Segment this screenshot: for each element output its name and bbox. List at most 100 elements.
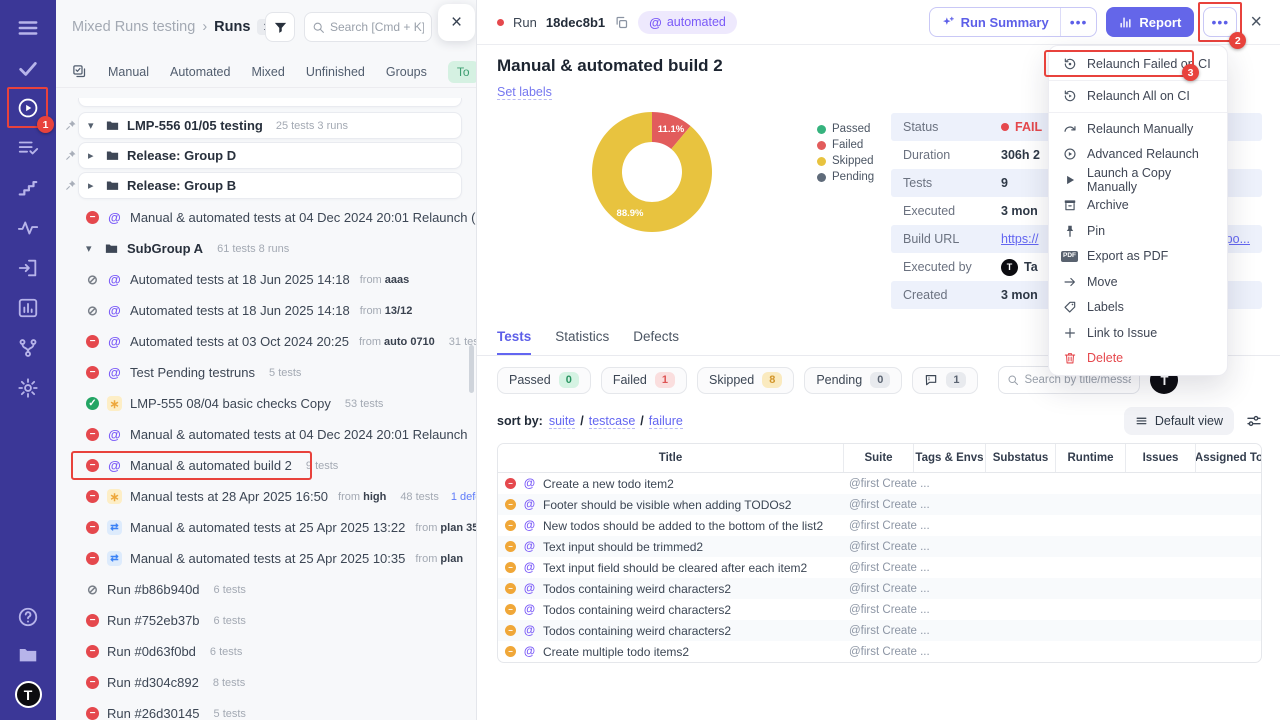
- run-group-card[interactable]: ▸Release: Group B: [78, 172, 462, 199]
- run-row[interactable]: −⇄Manual & automated tests at 25 Apr 202…: [72, 512, 476, 543]
- run-row[interactable]: ⊘Run #b86b940d6 tests: [72, 574, 476, 605]
- sidebar-item-milestones[interactable]: [16, 176, 40, 200]
- run-row[interactable]: −@Manual & automated build 29 tests: [72, 450, 476, 481]
- menu-item-relaunch-failed-on-ci[interactable]: Relaunch Failed on CI3: [1049, 51, 1227, 77]
- run-row[interactable]: −⇄Manual & automated tests at 25 Apr 202…: [72, 543, 476, 574]
- user-avatar[interactable]: T: [15, 681, 42, 708]
- table-row[interactable]: −@Create a new todo item2@first Create .…: [498, 473, 1261, 494]
- menu-toggle[interactable]: [16, 16, 40, 40]
- sidebar-item-branches[interactable]: [16, 336, 40, 360]
- table-header-cell[interactable]: Runtime: [1056, 444, 1126, 472]
- close-detail-button[interactable]: ×: [1246, 11, 1266, 34]
- legend-item-failed[interactable]: Failed: [817, 137, 891, 153]
- sort-by-testcase-link[interactable]: testcase: [589, 414, 636, 429]
- run-row[interactable]: −Run #26d301455 tests: [72, 698, 476, 720]
- table-row[interactable]: −@Todos containing weird characters2@fir…: [498, 620, 1261, 641]
- panel-close-button[interactable]: ×: [438, 4, 475, 41]
- menu-item-pin[interactable]: Pin: [1049, 218, 1227, 244]
- comments-filter-chip[interactable]: 1: [912, 367, 978, 394]
- run-row[interactable]: −Run #d304c8928 tests: [72, 667, 476, 698]
- sliders-icon[interactable]: [1246, 413, 1262, 429]
- runs-tab-mixed[interactable]: Mixed: [251, 65, 284, 79]
- report-button[interactable]: Report: [1106, 7, 1194, 37]
- sidebar-item-tests[interactable]: [16, 56, 40, 80]
- chevron-right-icon[interactable]: ▸: [88, 179, 98, 192]
- build-url-link[interactable]: https://: [1001, 232, 1039, 246]
- menu-item-relaunch-all-on-ci[interactable]: Relaunch All on CI: [1049, 84, 1227, 110]
- run-row[interactable]: −Run #752eb37b6 tests: [72, 605, 476, 636]
- run-row[interactable]: −@Manual & automated tests at 04 Dec 202…: [72, 419, 476, 450]
- table-header-cell[interactable]: Issues: [1126, 444, 1196, 472]
- run-row[interactable]: −@Automated tests at 03 Oct 2024 20:25fr…: [72, 326, 476, 357]
- run-group-card[interactable]: ▾LMP-556 01/05 testing25 tests 3 runs: [78, 112, 462, 139]
- menu-item-labels[interactable]: Labels: [1049, 295, 1227, 321]
- table-row[interactable]: −@Create multiple todo items2@first Crea…: [498, 641, 1261, 662]
- table-row[interactable]: −@Todos containing weird characters2@fir…: [498, 578, 1261, 599]
- run-defects-link[interactable]: 1 defects: [451, 491, 477, 503]
- chevron-down-icon[interactable]: ▾: [88, 119, 98, 132]
- menu-item-delete[interactable]: Delete: [1049, 346, 1227, 372]
- run-summary-button[interactable]: Run Summary: [930, 8, 1060, 36]
- sort-by-suite-link[interactable]: suite: [549, 414, 575, 429]
- menu-item-move[interactable]: Move: [1049, 269, 1227, 295]
- filter-chip-skipped[interactable]: Skipped8: [697, 367, 794, 394]
- run-summary-more-button[interactable]: •••: [1060, 8, 1097, 36]
- help-button[interactable]: [16, 605, 40, 629]
- runs-tab-chip[interactable]: To: [448, 61, 476, 83]
- build-url-link-end[interactable]: po...: [1226, 232, 1250, 246]
- runs-tab-groups[interactable]: Groups: [386, 65, 427, 79]
- tab-tests[interactable]: Tests: [497, 329, 531, 355]
- runs-tab-automated[interactable]: Automated: [170, 65, 230, 79]
- table-row[interactable]: −@Footer should be visible when adding T…: [498, 494, 1261, 515]
- table-header-cell[interactable]: Substatus: [986, 444, 1056, 472]
- default-view-button[interactable]: Default view: [1124, 407, 1234, 435]
- menu-item-relaunch-manually[interactable]: Relaunch Manually: [1049, 116, 1227, 142]
- legend-item-passed[interactable]: Passed: [817, 121, 891, 137]
- run-row[interactable]: −Run #0d63f0bd6 tests: [72, 636, 476, 667]
- menu-item-archive[interactable]: Archive: [1049, 193, 1227, 219]
- filter-chip-pending[interactable]: Pending0: [804, 367, 902, 394]
- automated-type-chip[interactable]: @ automated: [638, 11, 737, 34]
- breadcrumb-project[interactable]: Mixed Runs testing: [72, 19, 195, 35]
- tab-defects[interactable]: Defects: [633, 329, 679, 355]
- run-row[interactable]: −@Test Pending testruns5 tests: [72, 357, 476, 388]
- run-row[interactable]: ⊘@Automated tests at 18 Jun 2025 14:18fr…: [72, 295, 476, 326]
- table-header-cell[interactable]: Assigned To: [1196, 444, 1262, 472]
- scrollbar-thumb[interactable]: [469, 345, 474, 393]
- sidebar-item-import[interactable]: [16, 256, 40, 280]
- menu-item-launch-a-copy-manually[interactable]: Launch a Copy Manually: [1049, 167, 1227, 193]
- menu-item-link-to-issue[interactable]: Link to Issue: [1049, 320, 1227, 346]
- run-row[interactable]: ⊘@Automated tests at 18 Jun 2025 14:18fr…: [72, 264, 476, 295]
- table-header-cell[interactable]: Suite: [844, 444, 914, 472]
- menu-item-export-as-pdf[interactable]: PDFExport as PDF: [1049, 244, 1227, 270]
- legend-item-skipped[interactable]: Skipped: [817, 153, 891, 169]
- copy-run-id-button[interactable]: [614, 15, 629, 30]
- filter-button[interactable]: [265, 12, 295, 42]
- table-row[interactable]: −@New todos should be added to the botto…: [498, 515, 1261, 536]
- table-row[interactable]: −@Text input field should be cleared aft…: [498, 557, 1261, 578]
- filter-chip-failed[interactable]: Failed1: [601, 367, 687, 394]
- table-header-cell[interactable]: Tags & Envs: [914, 444, 986, 472]
- run-row[interactable]: −∗Manual tests at 28 Apr 2025 16:50from …: [72, 481, 476, 512]
- run-group-card[interactable]: ▸Release: Group D: [78, 142, 462, 169]
- table-header-cell[interactable]: Title: [498, 444, 844, 472]
- projects-button[interactable]: [16, 643, 40, 667]
- table-row[interactable]: −@Text input should be trimmed2@first Cr…: [498, 536, 1261, 557]
- menu-item-advanced-relaunch[interactable]: Advanced Relaunch: [1049, 142, 1227, 168]
- select-all-icon[interactable]: [72, 64, 87, 79]
- table-row[interactable]: −@Todos containing weird characters2@fir…: [498, 599, 1261, 620]
- filter-chip-passed[interactable]: Passed0: [497, 367, 591, 394]
- sort-by-failure-link[interactable]: failure: [649, 414, 683, 429]
- sidebar-item-test-plans[interactable]: [16, 136, 40, 160]
- chevron-down-icon[interactable]: ▾: [86, 242, 96, 255]
- sidebar-item-analytics[interactable]: [16, 296, 40, 320]
- set-labels-link[interactable]: Set labels: [497, 85, 552, 100]
- chevron-right-icon[interactable]: ▸: [88, 149, 98, 162]
- runs-tab-manual[interactable]: Manual: [108, 65, 149, 79]
- run-row[interactable]: −@Manual & automated tests at 04 Dec 202…: [72, 202, 476, 233]
- tab-statistics[interactable]: Statistics: [555, 329, 609, 355]
- run-row[interactable]: ✓∗LMP-555 08/04 basic checks Copy53 test…: [72, 388, 476, 419]
- sidebar-item-pulse[interactable]: [16, 216, 40, 240]
- run-subgroup-row[interactable]: ▾SubGroup A61 tests 8 runs: [72, 233, 476, 264]
- sidebar-item-runs[interactable]: 1: [16, 96, 40, 120]
